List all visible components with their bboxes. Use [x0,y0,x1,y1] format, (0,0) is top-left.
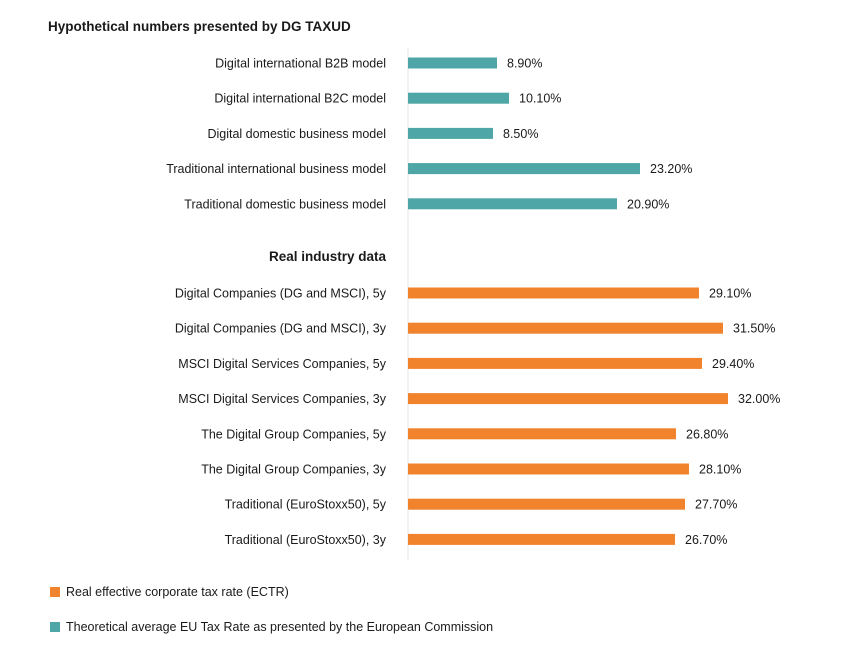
group-title-1: Real industry data [269,249,387,264]
bar [408,127,493,139]
bar [408,198,617,210]
bar [408,393,728,405]
legend-item-ectr: Real effective corporate tax rate (ECTR) [50,585,289,599]
data-label: 10.10% [519,92,561,106]
bar [408,428,676,440]
category-label: The Digital Group Companies, 5y [201,427,387,441]
bar [408,533,675,545]
data-label: 32.00% [738,392,780,406]
data-label: 29.10% [709,287,751,301]
category-label: Digital international B2B model [215,57,386,71]
data-label: 28.10% [699,463,741,477]
bar [408,163,640,175]
data-label: 8.50% [503,127,538,141]
bar [408,57,497,69]
bar [408,357,702,369]
data-label: 20.90% [627,197,669,211]
category-label: MSCI Digital Services Companies, 5y [178,357,386,371]
legend-label-eu-rate: Theoretical average EU Tax Rate as prese… [66,620,494,634]
category-label: MSCI Digital Services Companies, 3y [178,392,386,406]
data-label: 31.50% [733,322,775,336]
data-label: 27.70% [695,498,737,512]
bar [408,498,685,510]
group-title-0: Hypothetical numbers presented by DG TAX… [48,19,351,34]
category-label: Traditional (EuroStoxx50), 3y [225,533,387,547]
data-label: 23.20% [650,162,692,176]
category-label: Traditional international business model [166,162,386,176]
category-label: Digital Companies (DG and MSCI), 3y [175,322,387,336]
legend-swatch-eu-rate [50,622,60,632]
bar [408,322,723,334]
category-label: Digital domestic business model [207,127,386,141]
category-label: The Digital Group Companies, 3y [201,463,387,477]
data-label: 26.70% [685,533,727,547]
category-label: Traditional (EuroStoxx50), 5y [225,498,387,512]
data-label: 29.40% [712,357,754,371]
legend-label-ectr: Real effective corporate tax rate (ECTR) [66,585,289,599]
category-label: Digital international B2C model [214,92,386,106]
category-label: Traditional domestic business model [184,197,386,211]
legend-swatch-ectr [50,587,60,597]
category-label: Digital Companies (DG and MSCI), 5y [175,287,387,301]
bar [408,463,689,475]
legend-item-eu-rate: Theoretical average EU Tax Rate as prese… [50,620,493,634]
data-label: 8.90% [507,57,542,71]
data-label: 26.80% [686,427,728,441]
bar [408,287,699,299]
bar [408,92,509,104]
